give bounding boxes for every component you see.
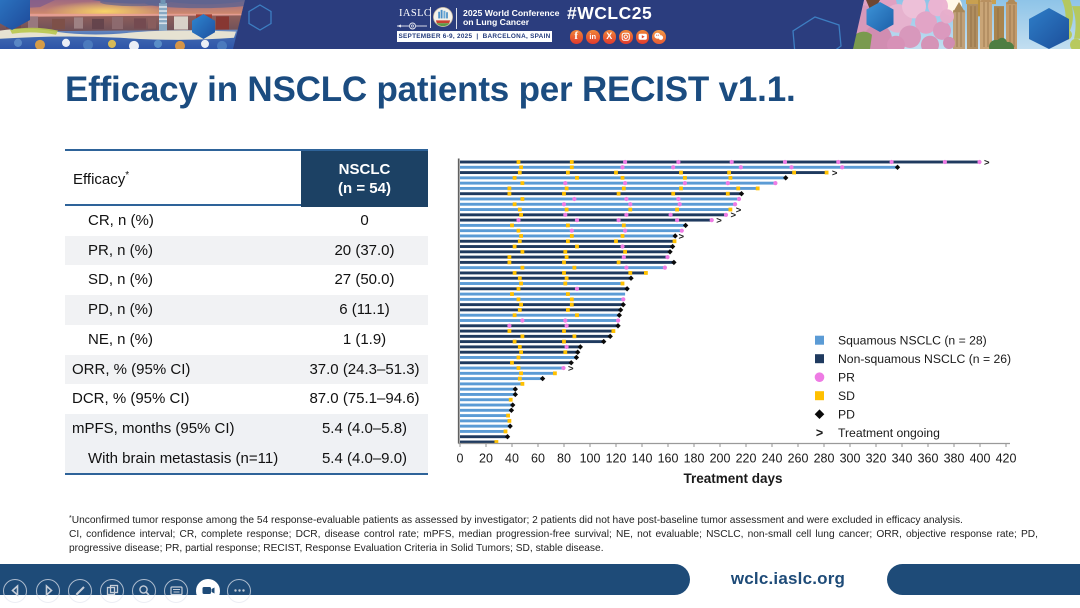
svg-text:Treatment ongoing: Treatment ongoing	[838, 426, 940, 440]
svg-text:300: 300	[840, 452, 861, 466]
svg-text:420: 420	[996, 452, 1017, 466]
svg-text:Non-squamous NSCLC (n = 26): Non-squamous NSCLC (n = 26)	[838, 352, 1011, 366]
svg-text:140: 140	[632, 452, 653, 466]
svg-text:320: 320	[866, 452, 887, 466]
svg-text:>: >	[832, 168, 838, 179]
svg-text:>: >	[731, 210, 737, 221]
svg-text:200: 200	[710, 452, 731, 466]
svg-text:20: 20	[479, 452, 493, 466]
svg-text:PD: PD	[838, 408, 855, 422]
svg-text:>: >	[736, 205, 742, 216]
svg-text:0: 0	[457, 452, 464, 466]
svg-text:PR: PR	[838, 371, 855, 385]
svg-text:>: >	[984, 157, 990, 168]
svg-text:380: 380	[944, 452, 965, 466]
svg-text:360: 360	[918, 452, 939, 466]
svg-text:Squamous NSCLC (n = 28): Squamous NSCLC (n = 28)	[838, 334, 987, 348]
svg-text:>: >	[816, 426, 823, 440]
svg-text:Treatment days: Treatment days	[683, 471, 782, 486]
svg-text:>: >	[679, 231, 685, 242]
svg-text:240: 240	[762, 452, 783, 466]
svg-text:220: 220	[736, 452, 757, 466]
svg-text:SD: SD	[838, 389, 855, 403]
svg-text:>: >	[716, 216, 722, 227]
svg-text:340: 340	[892, 452, 913, 466]
svg-text:120: 120	[606, 452, 627, 466]
svg-text:260: 260	[788, 452, 809, 466]
svg-text:400: 400	[970, 452, 991, 466]
svg-text:80: 80	[557, 452, 571, 466]
svg-text:60: 60	[531, 452, 545, 466]
svg-text:180: 180	[684, 452, 705, 466]
svg-text:100: 100	[580, 452, 601, 466]
svg-text:280: 280	[814, 452, 835, 466]
svg-text:160: 160	[658, 452, 679, 466]
svg-text:>: >	[568, 363, 574, 374]
svg-text:40: 40	[505, 452, 519, 466]
